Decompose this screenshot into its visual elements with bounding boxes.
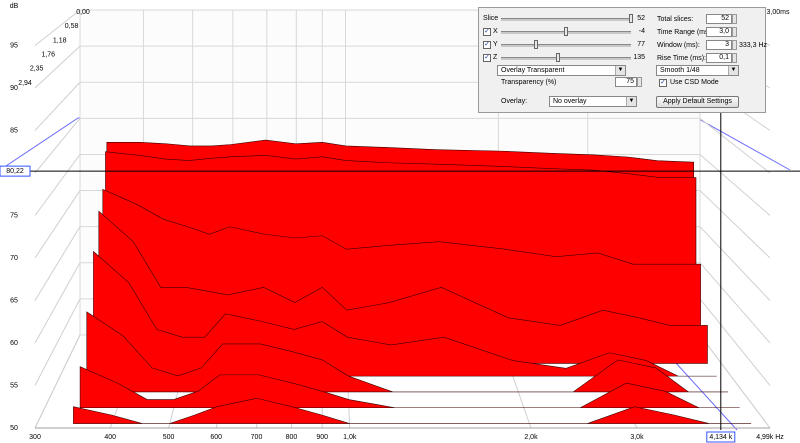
grid-line [34,298,81,386]
checkbox[interactable]: ✓ [483,54,491,62]
overlay-label: Overlay: [501,98,528,105]
dropdown-arrow: ▼ [615,66,625,75]
x-tick-label: 400 [104,434,116,441]
csd-slice [73,397,752,424]
overlay-dropdown[interactable]: No overlay ▼ [549,96,637,107]
z-label: Z [493,54,498,61]
grid-line [699,262,771,344]
slider-value: 135 [633,54,645,61]
cursor-frequency-label: 4,134 k [709,434,732,441]
y-label: Y [493,41,498,48]
x-tick-label: 4,99k Hz [756,434,784,441]
checkbox[interactable]: ✓ [659,79,667,87]
grid-line [699,226,771,301]
dropdown-text: No overlay [553,98,587,105]
transparency-label: Transparency (%) [501,79,557,86]
x-tick-label: 700 [251,434,263,441]
apply-default-button[interactable]: Apply Default Settings [656,96,739,108]
grid-line [699,190,771,259]
window-label: Window (ms): [657,42,700,49]
dropdown-arrow: ▼ [626,97,636,106]
grid-line [699,334,771,429]
cursor-time-label: 3,00ms [767,9,790,16]
grid-line [34,45,81,89]
slider-track [501,18,631,21]
slider-thumb[interactable] [629,14,633,23]
z-tick-label: 1,76 [41,51,55,58]
cursor-label-box [0,165,31,177]
spinner[interactable] [732,14,737,24]
settings-panel: Slice 52 ✓ X -4 ✓ Y 77 ✓ Z 135 Overlay T… [478,7,768,113]
x-tick-label: 3,0k [630,434,644,441]
window-input[interactable]: 3 [706,40,732,50]
slider-thumb[interactable] [564,27,568,36]
total-slices-label: Total slices: [657,16,694,23]
y-tick-label: 55 [10,382,18,389]
y-tick-label: 60 [10,340,18,347]
x-tick-label: 1,0k [343,434,357,441]
x-tick-label: 2,0k [524,434,538,441]
grid-line [34,334,81,429]
z-tick-label: 0,00 [76,9,90,16]
grid-line [34,118,81,174]
y-tick-label: 75 [10,212,18,219]
grid-line [34,81,81,131]
y-tick-label: 95 [10,42,18,49]
spinner[interactable] [732,40,737,50]
x-label: X [493,28,498,35]
grid-line [34,154,81,216]
slider-value: -4 [638,28,645,35]
slider-thumb[interactable] [534,40,538,49]
z-tick-label: 0,58 [65,23,79,30]
y-tick-label: 65 [10,297,18,304]
total-slices-input[interactable]: 52 [706,14,732,24]
x-tick-label: 300 [29,434,41,441]
csd-mode-label: Use CSD Mode [670,79,719,86]
rise-time-label: Rise Time (ms): [657,55,706,62]
time-range-label: Time Range (ms): [657,29,713,36]
grid-line [34,262,81,344]
z-tick-label: 2,94 [18,80,32,87]
slider-track [501,44,631,47]
x-tick-label: 800 [286,434,298,441]
grid-line [699,298,771,386]
grid-line [34,9,81,46]
slider-value: 52 [637,15,645,22]
spinner[interactable] [732,27,737,37]
spinner[interactable] [732,53,737,63]
z-tick-label: 2,35 [30,66,44,73]
y-tick-label: 70 [10,255,18,262]
time-range-input[interactable]: 3,0 [706,27,732,37]
grid-line [34,226,81,301]
slice-label: Slice [483,15,499,22]
smoothing-dropdown[interactable]: Smooth 1/48 ▼ [656,65,739,76]
x-tick-label: 900 [316,434,328,441]
window-readout: 333,3 Hz [739,42,768,49]
z-tick-label: 1,18 [53,37,67,44]
grid-line [699,154,771,216]
rise-time-input[interactable]: 0,1 [706,53,732,63]
y-tick-label: 50 [10,425,18,432]
slider-thumb[interactable] [556,53,560,62]
y-tick-label: 85 [10,127,18,134]
x-tick-label: 600 [210,434,222,441]
x-tick-label: 500 [163,434,175,441]
transparency-input[interactable]: 75 [615,77,637,87]
checkbox[interactable]: ✓ [483,28,491,36]
slider-track [501,57,631,60]
spinner[interactable] [637,77,642,87]
cursor-label-box [706,431,736,443]
dropdown-text: Overlay Transparent [501,67,565,74]
dropdown-arrow: ▼ [728,66,738,75]
cursor-level-label: 80,22 [6,168,24,175]
grid-line [34,190,81,259]
grid-line [699,117,771,174]
y-tick-label: 90 [10,85,18,92]
y-axis-label: dB [10,3,19,10]
slider-value: 77 [637,41,645,48]
dropdown-text: Smooth 1/48 [660,67,700,74]
view-mode-dropdown[interactable]: Overlay Transparent ▼ [497,65,626,76]
checkbox[interactable]: ✓ [483,41,491,49]
